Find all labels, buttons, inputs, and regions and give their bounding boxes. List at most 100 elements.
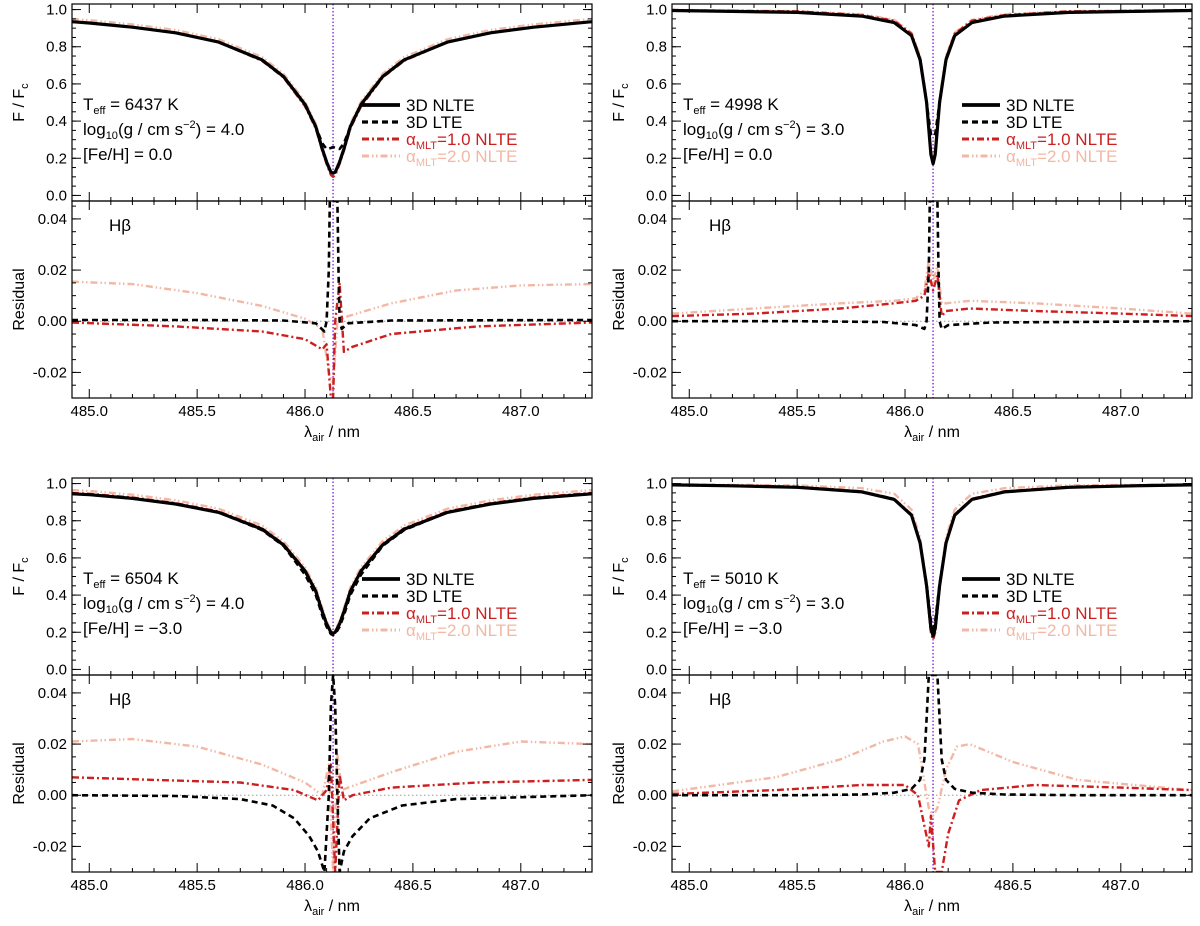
legend-label-nlte3d: 3D NLTE (406, 96, 475, 115)
y-tick-label: 0.8 (646, 513, 667, 530)
y-tick-label: 0.6 (646, 550, 667, 567)
stellar-feh: [Fe/H] = 0.0 (83, 145, 172, 164)
y-tick-label: 0.4 (646, 587, 667, 604)
series-mlt2 (672, 735, 1192, 817)
y-tick-label: 0.8 (46, 513, 67, 530)
y-tick-label: -0.02 (33, 364, 67, 381)
y-tick-label: 0.8 (646, 39, 667, 56)
x-tick-label: 486.5 (394, 877, 432, 894)
y-tick-label: -0.02 (633, 364, 667, 381)
series-lte3d (672, 675, 1192, 797)
y-tick-label: 0.02 (38, 736, 67, 753)
y-tick-label: 0.0 (46, 661, 67, 678)
stellar-logg: log10(g / cm s−2) = 4.0 (83, 119, 244, 142)
axes-frame (671, 674, 1193, 873)
y-tick-label: 1.0 (46, 2, 67, 19)
stellar-teff: Teff = 6504 K (83, 569, 179, 591)
y-tick-label: 0.4 (646, 113, 667, 130)
stellar-feh: [Fe/H] = 0.0 (683, 145, 772, 164)
series-lte3d (672, 201, 1192, 331)
y-tick-label: 0.2 (646, 624, 667, 641)
x-tick-label: 487.0 (502, 403, 540, 420)
x-tick-label: 485.0 (670, 877, 708, 894)
line-label: Hβ (109, 216, 131, 235)
x-tick-label: 486.0 (886, 877, 924, 894)
series-lte3d (72, 201, 592, 333)
y-tick-label: 0.6 (46, 550, 67, 567)
legend-label-nlte3d: 3D NLTE (406, 570, 475, 589)
y-tick-label: 0.04 (38, 685, 67, 702)
y-axis-label: F / Fc (611, 83, 631, 122)
stellar-logg: log10(g / cm s−2) = 4.0 (83, 593, 244, 616)
x-tick-label: 486.5 (394, 403, 432, 420)
legend-label-nlte3d: 3D NLTE (1006, 570, 1075, 589)
line-label: Hβ (709, 690, 731, 709)
y-tick-label: 0.04 (638, 685, 667, 702)
line-label: Hβ (109, 690, 131, 709)
stellar-logg: log10(g / cm s−2) = 3.0 (683, 119, 844, 142)
y-tick-label: 1.0 (646, 2, 667, 19)
y-tick-label: 0.00 (38, 787, 67, 804)
y-tick-label: 0.6 (646, 76, 667, 93)
x-tick-label: 487.0 (1102, 877, 1140, 894)
legend-label-lte3d: 3D LTE (1006, 113, 1062, 132)
panel-flux-4: 0.0 0.2 0.4 0.6 0.8 1.0 F / Fc Teff = 6504 Klog… (11, 476, 593, 678)
x-axis-label: λair / nm (904, 898, 960, 918)
y-axis-label: Residual (611, 742, 628, 804)
legend-label-nlte3d: 3D NLTE (1006, 96, 1075, 115)
stellar-feh: [Fe/H] = −3.0 (683, 619, 782, 638)
series-mlt1 (72, 281, 592, 398)
panel-flux-6: 0.0 0.2 0.4 0.6 0.8 1.0 F / Fc Teff = 5010 Klog… (611, 476, 1193, 678)
legend-label-lte3d: 3D LTE (406, 587, 462, 606)
series-nlte3d (672, 8, 1192, 166)
series-nlte3d (72, 492, 592, 635)
x-tick-label: 485.5 (178, 877, 216, 894)
y-tick-label: 0.02 (638, 262, 667, 279)
y-axis-label: F / Fc (11, 557, 31, 596)
y-tick-label: 0.0 (646, 661, 667, 678)
y-tick-label: 0.00 (38, 313, 67, 330)
legend-label-lte3d: 3D LTE (1006, 587, 1062, 606)
y-tick-label: 1.0 (646, 476, 667, 493)
plot-area (72, 4, 592, 201)
panel-residual-1: 485.0 485.5 486.0 486.5 487.0 -0.02 0.00 0.02 0.… (11, 200, 593, 444)
panel-residual-5: 485.0 485.5 486.0 486.5 487.0 -0.02 0.00 0.02 0.… (11, 674, 593, 918)
series-lte3d (672, 9, 1192, 136)
x-tick-label: 486.0 (886, 403, 924, 420)
y-axis-label: F / Fc (611, 557, 631, 596)
y-tick-label: 0.02 (638, 736, 667, 753)
series-lte3d (72, 675, 592, 872)
y-tick-label: 1.0 (46, 476, 67, 493)
y-tick-label: 0.4 (46, 113, 67, 130)
axes-frame (71, 200, 593, 399)
y-tick-label: -0.02 (633, 838, 667, 855)
panel-residual-7: 485.0 485.5 486.0 486.5 487.0 -0.02 0.00 0.02 0.… (611, 674, 1193, 918)
series-nlte3d (72, 20, 592, 175)
y-axis-label: Residual (611, 268, 628, 330)
y-tick-label: -0.02 (33, 838, 67, 855)
y-tick-label: 0.4 (46, 587, 67, 604)
plot-area (72, 478, 592, 675)
series-mlt1 (672, 783, 1192, 872)
x-axis-label: λair / nm (904, 424, 960, 444)
stellar-teff: Teff = 5010 K (683, 569, 779, 591)
y-axis-label: Residual (11, 268, 28, 330)
y-axis-label: F / Fc (11, 83, 31, 122)
line-label: Hβ (709, 216, 731, 235)
y-tick-label: 0.2 (46, 624, 67, 641)
x-tick-label: 485.5 (778, 877, 816, 894)
x-tick-label: 485.5 (778, 403, 816, 420)
plot-area (72, 675, 592, 872)
x-tick-label: 485.0 (70, 877, 108, 894)
x-tick-label: 485.0 (70, 403, 108, 420)
x-axis-label: λair / nm (304, 424, 360, 444)
x-axis-label: λair / nm (304, 898, 360, 918)
y-tick-label: 0.6 (46, 76, 67, 93)
x-tick-label: 486.0 (286, 403, 324, 420)
series-mlt1 (672, 271, 1192, 318)
axes-frame (671, 200, 1193, 399)
stellar-logg: log10(g / cm s−2) = 3.0 (683, 593, 844, 616)
y-axis-label: Residual (11, 742, 28, 804)
y-tick-label: 0.0 (646, 187, 667, 204)
y-tick-label: 0.02 (38, 262, 67, 279)
